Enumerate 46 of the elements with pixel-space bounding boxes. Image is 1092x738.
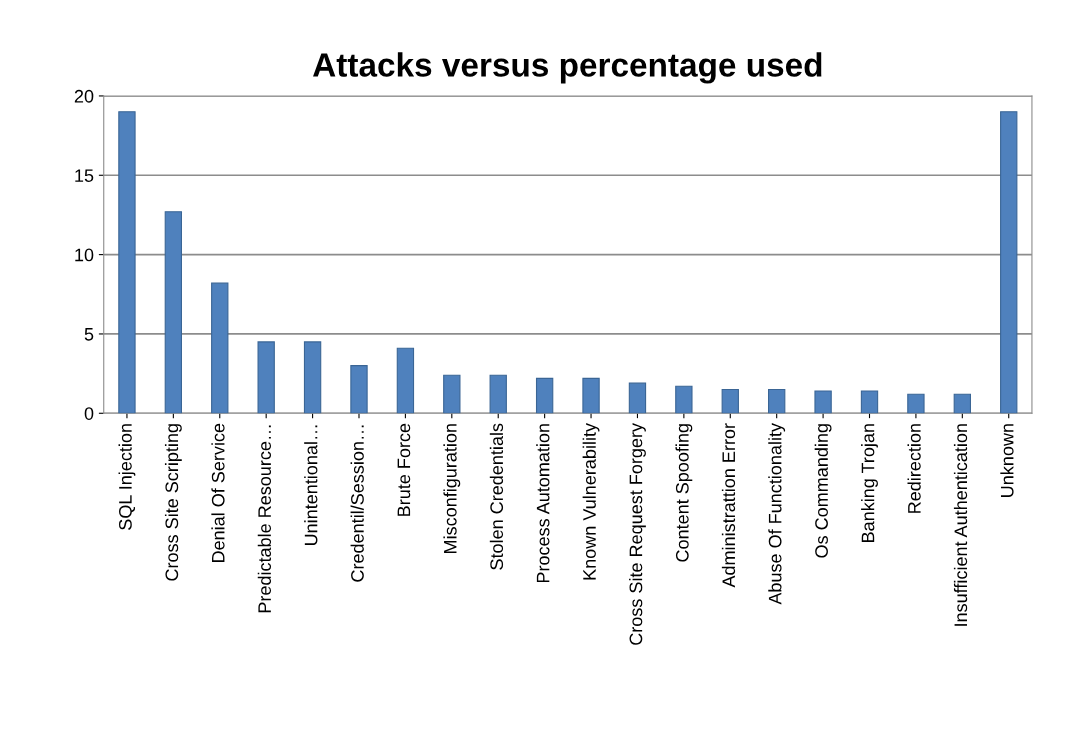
bar	[582, 377, 600, 414]
bar	[350, 365, 368, 414]
bar	[628, 382, 647, 414]
bar	[768, 388, 786, 414]
x-tick-label: Process Automation	[536, 424, 550, 583]
x-tick-label: Cross Site Request Forgery	[629, 423, 646, 645]
x-tick-label: Predictable Resource…	[257, 425, 272, 613]
bar	[907, 393, 925, 414]
x-tick-label: Administrattion Error	[721, 423, 736, 588]
y-tick-label: 15	[75, 169, 94, 182]
bar	[860, 390, 879, 414]
bar	[396, 347, 415, 414]
bar	[535, 377, 554, 414]
x-tick-label: Redirection	[907, 424, 921, 513]
x-tick-label: Brute Force	[397, 423, 411, 516]
x-tick-label: Unintentional…	[304, 425, 318, 546]
y-tick-label: 10	[75, 248, 94, 262]
x-tick-label: Stolen Credentials	[489, 423, 504, 570]
x-tick-label: Content Spoofing	[675, 424, 693, 562]
x-tick-label: Os Commanding	[814, 424, 832, 558]
bar	[257, 341, 275, 414]
x-tick-label: SQL Injection	[118, 424, 136, 530]
x-tick-label: Abuse Of Functionality	[768, 423, 786, 605]
x-tick-label: Misconfiguration	[443, 424, 461, 553]
x-tick-label: Banking Trojan	[861, 424, 878, 542]
bar	[1000, 111, 1018, 414]
bar	[303, 341, 322, 414]
x-tick-label: Insufficient Authentication	[953, 424, 968, 626]
x-tick-label: Credentil/Session…	[350, 425, 364, 582]
bar	[443, 374, 461, 414]
bar	[118, 111, 136, 414]
chart-title: Attacks versus percentage used	[313, 52, 822, 84]
bar	[489, 374, 507, 414]
bar	[953, 393, 972, 414]
bar	[675, 385, 693, 414]
y-tick-label: 0	[84, 407, 94, 420]
x-tick-label: Cross Site Scripting	[164, 424, 182, 581]
bar	[164, 211, 183, 414]
x-tick-label: Known Vulnerability	[582, 423, 600, 580]
x-tick-label: Unknown	[1000, 424, 1014, 497]
x-tick-label: Denial Of Service	[211, 423, 225, 562]
y-tick-label: 5	[84, 328, 94, 341]
y-tick-label: 20	[74, 89, 94, 103]
bar	[721, 388, 739, 414]
bar	[211, 282, 229, 414]
bar	[814, 390, 832, 414]
